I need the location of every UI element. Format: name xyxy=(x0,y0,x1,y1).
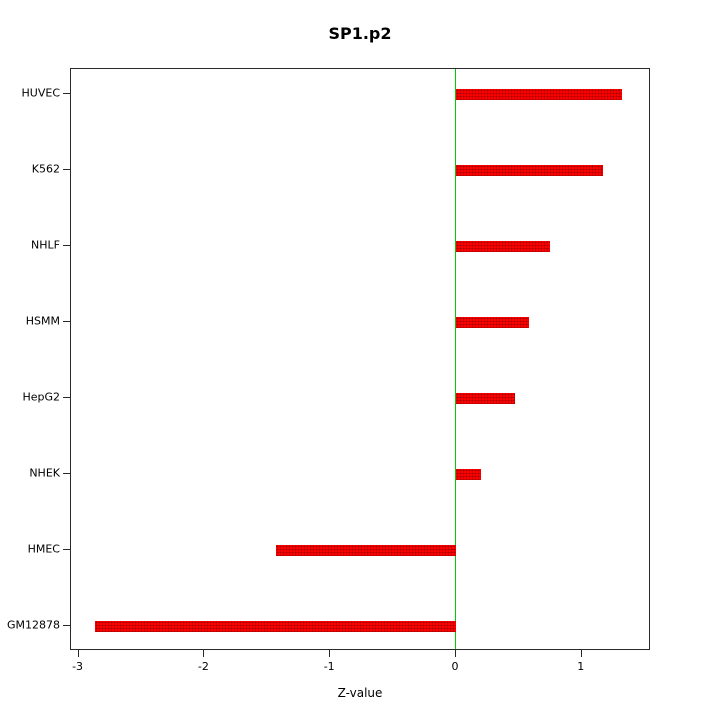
chart-title: SP1.p2 xyxy=(328,24,392,43)
x-axis-tick xyxy=(580,650,582,657)
x-axis-tick-label: -3 xyxy=(72,660,84,673)
x-axis-tick xyxy=(77,650,79,657)
y-axis-tick xyxy=(63,549,70,550)
bar-hepg2 xyxy=(455,392,516,404)
y-axis-label-gm12878: GM12878 xyxy=(6,618,60,632)
y-axis-tick xyxy=(63,473,70,474)
bar-hmec xyxy=(276,544,456,556)
bar-hsmm xyxy=(455,316,529,328)
y-axis-label-k562: K562 xyxy=(31,162,60,176)
x-axis-tick xyxy=(329,650,331,657)
x-axis-tick xyxy=(203,650,205,657)
y-axis-tick xyxy=(63,397,70,398)
bar-nhek xyxy=(455,468,482,480)
y-axis-tick xyxy=(63,321,70,322)
x-axis-tick-label: -1 xyxy=(323,660,335,673)
x-axis-tick-label: 1 xyxy=(577,660,585,673)
bar-gm12878 xyxy=(94,620,456,632)
y-axis-label-hsmm: HSMM xyxy=(25,314,60,328)
plot-area xyxy=(70,68,650,650)
bar-nhlf xyxy=(455,240,551,252)
y-axis-tick xyxy=(63,169,70,170)
y-axis-label-huvec: HUVEC xyxy=(21,86,60,100)
y-axis-tick xyxy=(63,93,70,94)
y-axis-label-hmec: HMEC xyxy=(27,542,60,556)
bar-k562 xyxy=(455,164,604,176)
x-axis-label: Z-value xyxy=(337,686,383,700)
y-axis-tick xyxy=(63,245,70,246)
x-axis-tick-label: 0 xyxy=(451,660,459,673)
y-axis-label-hepg2: HepG2 xyxy=(22,390,60,404)
y-axis-label-nhek: NHEK xyxy=(29,466,60,480)
y-axis-tick xyxy=(63,625,70,626)
x-axis-tick xyxy=(454,650,456,657)
zero-reference-line xyxy=(455,69,457,649)
y-axis-label-nhlf: NHLF xyxy=(31,238,60,252)
x-axis-tick-label: -2 xyxy=(197,660,209,673)
bar-huvec xyxy=(455,88,623,100)
